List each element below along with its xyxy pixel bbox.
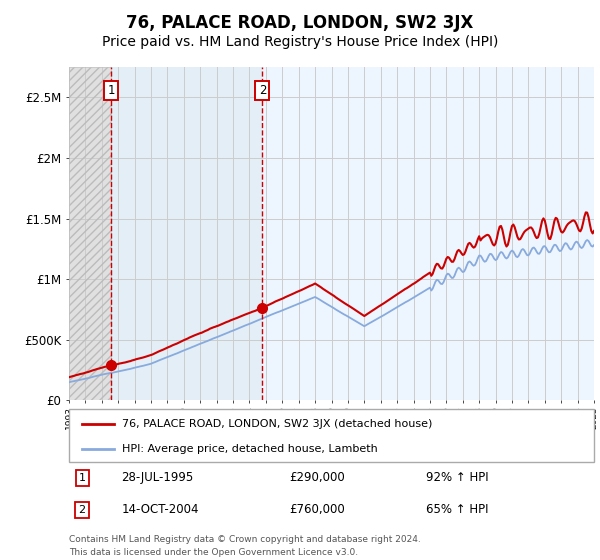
Text: 28-JUL-1995: 28-JUL-1995 <box>121 471 194 484</box>
Text: This data is licensed under the Open Government Licence v3.0.: This data is licensed under the Open Gov… <box>69 548 358 557</box>
Text: £760,000: £760,000 <box>290 503 345 516</box>
Text: 2: 2 <box>259 84 266 97</box>
FancyBboxPatch shape <box>69 409 594 462</box>
Bar <box>69 67 111 400</box>
Text: 14-OCT-2004: 14-OCT-2004 <box>121 503 199 516</box>
Text: £290,000: £290,000 <box>290 471 345 484</box>
Text: 1: 1 <box>107 84 115 97</box>
Text: Price paid vs. HM Land Registry's House Price Index (HPI): Price paid vs. HM Land Registry's House … <box>102 35 498 49</box>
Text: 65% ↑ HPI: 65% ↑ HPI <box>426 503 488 516</box>
Text: Contains HM Land Registry data © Crown copyright and database right 2024.: Contains HM Land Registry data © Crown c… <box>69 535 421 544</box>
Text: 92% ↑ HPI: 92% ↑ HPI <box>426 471 488 484</box>
Text: 1: 1 <box>79 473 86 483</box>
Text: HPI: Average price, detached house, Lambeth: HPI: Average price, detached house, Lamb… <box>121 444 377 454</box>
Bar <box>111 67 262 400</box>
Text: 76, PALACE ROAD, LONDON, SW2 3JX (detached house): 76, PALACE ROAD, LONDON, SW2 3JX (detach… <box>121 419 432 429</box>
Bar <box>69 67 111 400</box>
Text: 2: 2 <box>79 505 86 515</box>
Bar <box>262 67 594 400</box>
Text: 76, PALACE ROAD, LONDON, SW2 3JX: 76, PALACE ROAD, LONDON, SW2 3JX <box>127 14 473 32</box>
